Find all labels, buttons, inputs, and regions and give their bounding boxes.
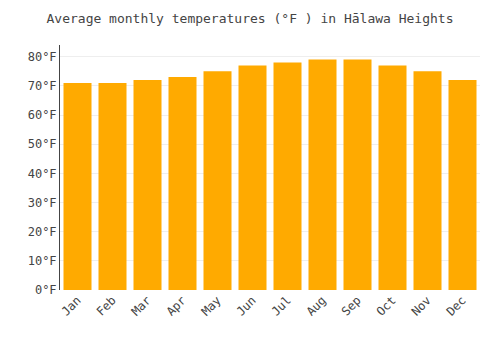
- svg-text:Jul: Jul: [269, 293, 294, 318]
- svg-text:20°F: 20°F: [28, 225, 57, 239]
- svg-text:30°F: 30°F: [28, 196, 57, 210]
- svg-text:Aug: Aug: [304, 293, 329, 318]
- svg-text:Jan: Jan: [59, 293, 84, 318]
- svg-text:Nov: Nov: [409, 293, 434, 318]
- svg-text:0°F: 0°F: [35, 283, 57, 297]
- svg-text:Feb: Feb: [94, 293, 119, 318]
- svg-text:70°F: 70°F: [28, 79, 57, 93]
- svg-text:May: May: [199, 293, 224, 318]
- svg-text:Apr: Apr: [164, 293, 189, 318]
- svg-text:Sep: Sep: [339, 293, 364, 318]
- svg-text:80°F: 80°F: [28, 50, 57, 64]
- svg-text:40°F: 40°F: [28, 167, 57, 181]
- svg-text:50°F: 50°F: [28, 137, 57, 151]
- svg-text:60°F: 60°F: [28, 108, 57, 122]
- svg-text:Mar: Mar: [129, 293, 154, 318]
- svg-text:Oct: Oct: [374, 293, 399, 318]
- svg-text:Jun: Jun: [234, 293, 259, 318]
- svg-text:10°F: 10°F: [28, 254, 57, 268]
- svg-text:Average monthly temperatures (: Average monthly temperatures (°F ) in Hā…: [47, 11, 454, 26]
- svg-text:Dec: Dec: [444, 293, 469, 318]
